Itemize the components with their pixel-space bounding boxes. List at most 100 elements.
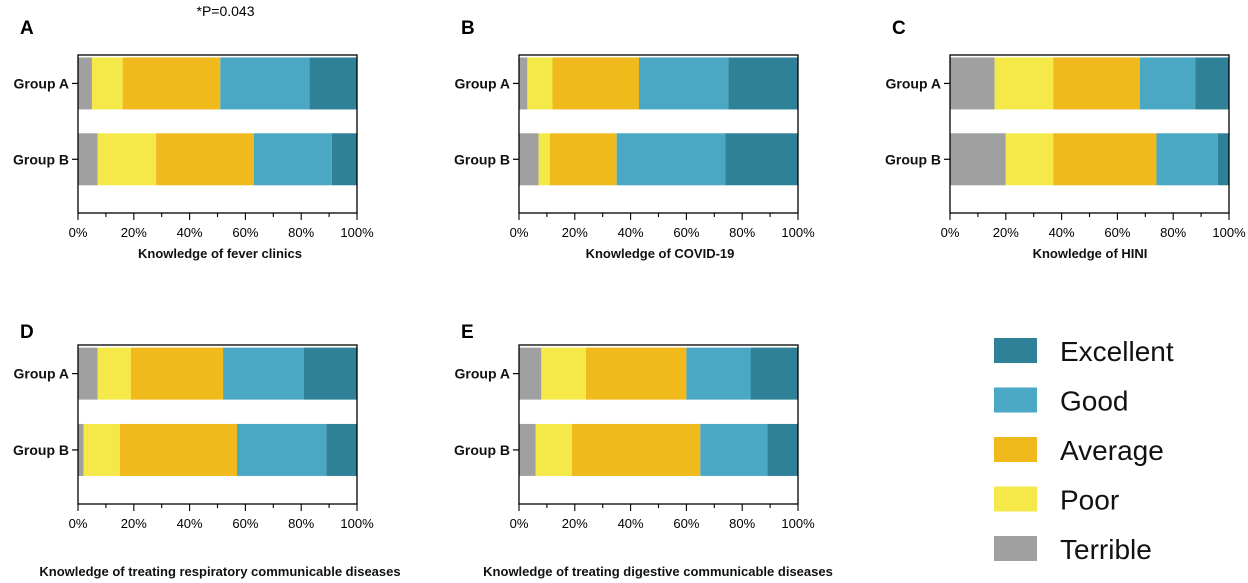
x-tick-label: 40% (177, 225, 203, 240)
x-tick-label: 40% (177, 516, 203, 531)
x-tick-label: 20% (121, 516, 147, 531)
x-tick-label: 100% (781, 225, 815, 240)
legend-label-terrible: Terrible (1060, 534, 1152, 565)
bar-average-group-b (156, 133, 254, 186)
bar-excellent-group-a (750, 347, 798, 400)
x-axis-title: Knowledge of treating respiratory commun… (39, 564, 400, 579)
bar-good-group-b (237, 423, 327, 476)
bar-average-group-a (585, 347, 687, 400)
panel-letter: A (20, 18, 34, 39)
bar-good-group-a (1139, 57, 1196, 110)
bar-good-group-b (1156, 133, 1218, 186)
bar-average-group-b (119, 423, 238, 476)
x-tick-label: 100% (340, 516, 374, 531)
bar-average-group-b (572, 423, 701, 476)
x-axis-title: Knowledge of COVID-19 (586, 246, 735, 261)
bar-poor-group-b (535, 423, 573, 476)
bar-poor-group-b (97, 133, 157, 186)
bar-excellent-group-a (309, 57, 357, 110)
bar-terrible-group-b (78, 423, 84, 476)
bar-good-group-b (700, 423, 768, 476)
x-axis-title: Knowledge of treating digestive communic… (483, 564, 833, 579)
legend-label-excellent: Excellent (1060, 336, 1174, 367)
x-tick-label: 80% (729, 516, 755, 531)
category-label: Group B (13, 151, 69, 167)
x-axis-title: Knowledge of fever clinics (138, 246, 302, 261)
x-tick-label: 80% (288, 225, 314, 240)
bar-terrible-group-b (519, 133, 539, 186)
x-tick-label: 40% (618, 225, 644, 240)
x-tick-label: 80% (729, 225, 755, 240)
bar-good-group-a (638, 57, 729, 110)
x-tick-label: 0% (69, 225, 88, 240)
bar-good-group-a (220, 57, 310, 110)
bar-terrible-group-b (78, 133, 98, 186)
x-axis-title: Knowledge of HINI (1033, 246, 1148, 261)
p-value-annotation: *P=0.043 (197, 3, 255, 19)
legend: Excellent Good Average Poor Terrible (994, 336, 1174, 565)
bar-average-group-b (549, 133, 617, 186)
chart-panel-a: A *P=0.043 Group A Group B 0% 20% 40% 60% 80% 100… (13, 3, 374, 261)
x-tick-label: 60% (232, 225, 258, 240)
x-tick-label: 60% (232, 516, 258, 531)
bar-poor-group-a (541, 347, 586, 400)
x-tick-label: 100% (340, 225, 374, 240)
x-tick-label: 20% (562, 225, 588, 240)
x-tick-label: 0% (941, 225, 960, 240)
bar-poor-group-a (91, 57, 123, 110)
chart-panel-d: D Group A Group B 0% 20% 40% 60% 80% 100% Knowled… (13, 322, 401, 579)
bar-good-group-a (223, 347, 304, 400)
bar-terrible-group-b (519, 423, 536, 476)
category-label: Group A (886, 75, 941, 91)
bar-average-group-a (131, 347, 224, 400)
x-tick-label: 20% (562, 516, 588, 531)
bar-average-group-a (552, 57, 639, 110)
legend-swatch-terrible (994, 536, 1037, 561)
chart-panel-e: E Group A Group B 0% 20% 40% 60% 80% 100% Knowled… (454, 322, 833, 579)
bar-terrible-group-b (950, 133, 1006, 186)
bar-poor-group-b (1005, 133, 1054, 186)
x-tick-label: 0% (69, 516, 88, 531)
x-tick-label: 60% (1104, 225, 1130, 240)
bar-excellent-group-b (725, 133, 798, 186)
chart-panel-c: C Group A Group B 0% 20% 40% 60% 80% 100% Knowled… (885, 18, 1246, 261)
panel-letter: B (461, 18, 475, 39)
category-label: Group B (454, 442, 510, 458)
bar-average-group-a (1053, 57, 1140, 110)
x-tick-label: 100% (781, 516, 815, 531)
legend-label-poor: Poor (1060, 485, 1119, 516)
bar-excellent-group-b (767, 423, 798, 476)
bar-good-group-b (616, 133, 726, 186)
legend-label-average: Average (1060, 435, 1164, 466)
legend-swatch-average (994, 437, 1037, 462)
category-label: Group A (14, 75, 69, 91)
x-tick-label: 80% (288, 516, 314, 531)
x-tick-label: 100% (1212, 225, 1246, 240)
bar-excellent-group-b (331, 133, 357, 186)
x-tick-label: 60% (673, 516, 699, 531)
bar-terrible-group-a (519, 347, 542, 400)
bar-excellent-group-a (1195, 57, 1229, 110)
x-tick-label: 60% (673, 225, 699, 240)
panel-letter: C (892, 18, 906, 39)
category-label: Group B (454, 151, 510, 167)
x-tick-label: 40% (1049, 225, 1075, 240)
bar-poor-group-a (994, 57, 1054, 110)
category-label: Group A (14, 366, 69, 382)
category-label: Group A (455, 366, 510, 382)
panel-letter: E (461, 322, 474, 343)
bar-terrible-group-a (78, 57, 92, 110)
x-tick-label: 0% (510, 516, 529, 531)
bar-excellent-group-a (728, 57, 798, 110)
bar-excellent-group-b (1217, 133, 1229, 186)
x-tick-label: 20% (993, 225, 1019, 240)
legend-swatch-poor (994, 486, 1037, 512)
legend-label-good: Good (1060, 386, 1129, 417)
x-tick-label: 80% (1160, 225, 1186, 240)
bar-excellent-group-b (326, 423, 357, 476)
bar-terrible-group-a (519, 57, 528, 110)
bar-terrible-group-a (78, 347, 98, 400)
bar-poor-group-b (83, 423, 120, 476)
legend-swatch-excellent (994, 338, 1037, 363)
